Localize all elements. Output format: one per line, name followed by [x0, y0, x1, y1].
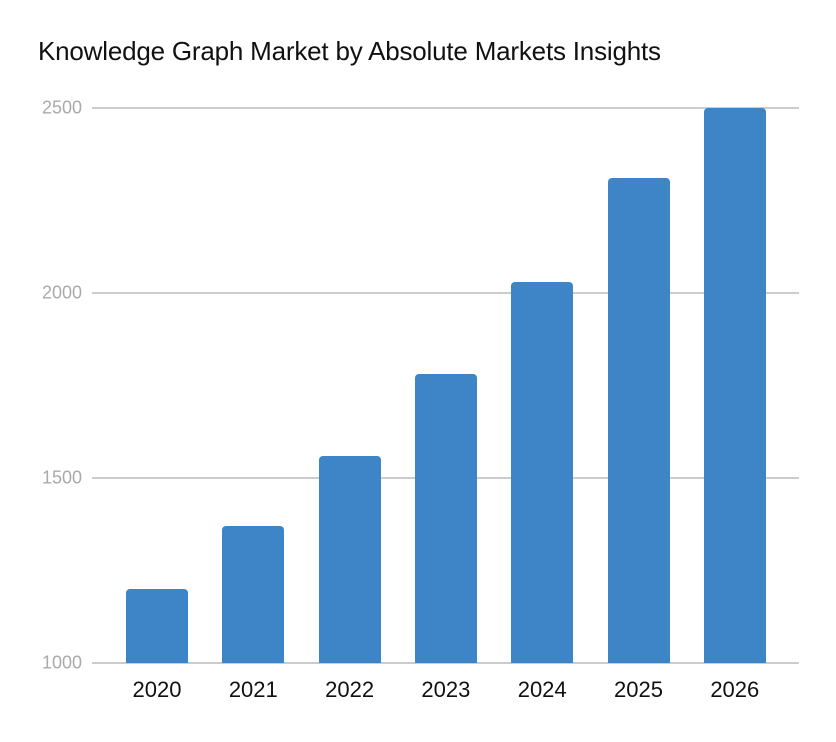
- x-tick-label: 2020: [132, 677, 182, 702]
- gridline: [92, 107, 799, 109]
- y-tick-label: 2500: [41, 97, 82, 118]
- bar-2023: [414, 374, 477, 663]
- chart-title: Knowledge Graph Market by Absolute Marke…: [38, 36, 661, 66]
- x-tick-label: 2022: [325, 677, 375, 702]
- gridline: [92, 662, 799, 664]
- y-tick-label: 1500: [41, 467, 82, 488]
- gridline: [92, 292, 799, 294]
- x-tick-label: 2024: [517, 677, 567, 702]
- bar-2021: [222, 526, 285, 663]
- y-tick-label: 1000: [41, 652, 82, 673]
- bar-2024: [511, 281, 574, 663]
- y-tick-label: 2000: [41, 282, 82, 303]
- x-tick-label: 2023: [421, 677, 471, 702]
- bar-2025: [607, 178, 670, 663]
- bar-2026: [703, 108, 766, 663]
- x-tick-label: 2025: [614, 677, 663, 702]
- bar-2022: [318, 455, 381, 663]
- x-tick-label: 2021: [228, 677, 278, 702]
- bar-2020: [126, 589, 188, 663]
- x-tick-label: 2026: [710, 677, 760, 702]
